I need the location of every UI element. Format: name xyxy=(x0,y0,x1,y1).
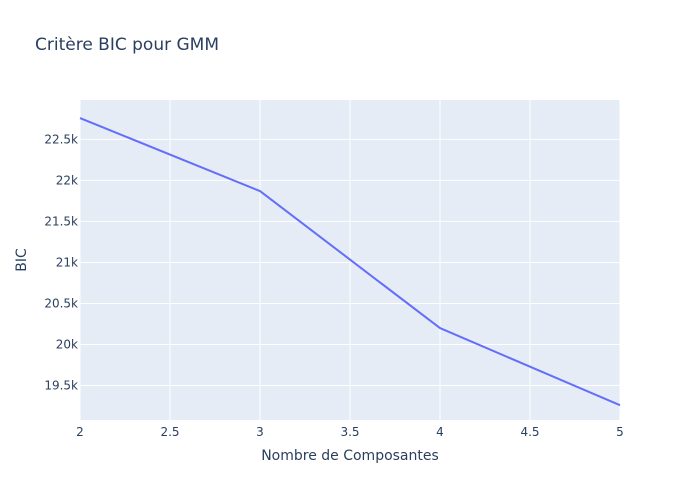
series-layer xyxy=(76,114,624,409)
data-point[interactable] xyxy=(436,324,444,332)
x-tick-label: 3.5 xyxy=(340,425,359,439)
chart-title: Critère BIC pour GMM xyxy=(35,35,219,55)
y-axis-title: BIC xyxy=(14,248,30,272)
series-line xyxy=(79,117,621,407)
y-tick-label: 22.5k xyxy=(44,132,78,146)
x-tick-label: 2 xyxy=(76,425,84,439)
x-tick-label: 4.5 xyxy=(520,425,539,439)
y-tick-label: 19.5k xyxy=(44,379,78,393)
y-tick-label: 22k xyxy=(56,173,78,187)
x-tick-label: 5 xyxy=(616,425,624,439)
y-axis-ticks: 19.5k 20k 20.5k 21k 21.5k 22k 22.5k xyxy=(44,132,78,392)
x-axis-ticks: 2 2.5 3 3.5 4 4.5 5 xyxy=(76,425,624,439)
y-tick-label: 20.5k xyxy=(44,296,78,310)
data-point[interactable] xyxy=(256,187,264,195)
gridlines xyxy=(79,100,621,420)
x-tick-label: 2.5 xyxy=(160,425,179,439)
y-tick-label: 20k xyxy=(56,338,78,352)
y-tick-label: 21.5k xyxy=(44,214,78,228)
data-point[interactable] xyxy=(76,114,84,122)
x-axis-title: Nombre de Composantes xyxy=(261,448,439,464)
x-tick-label: 4 xyxy=(436,425,444,439)
data-point[interactable] xyxy=(616,401,624,409)
y-tick-label: 21k xyxy=(56,255,78,269)
x-tick-label: 3 xyxy=(256,425,264,439)
